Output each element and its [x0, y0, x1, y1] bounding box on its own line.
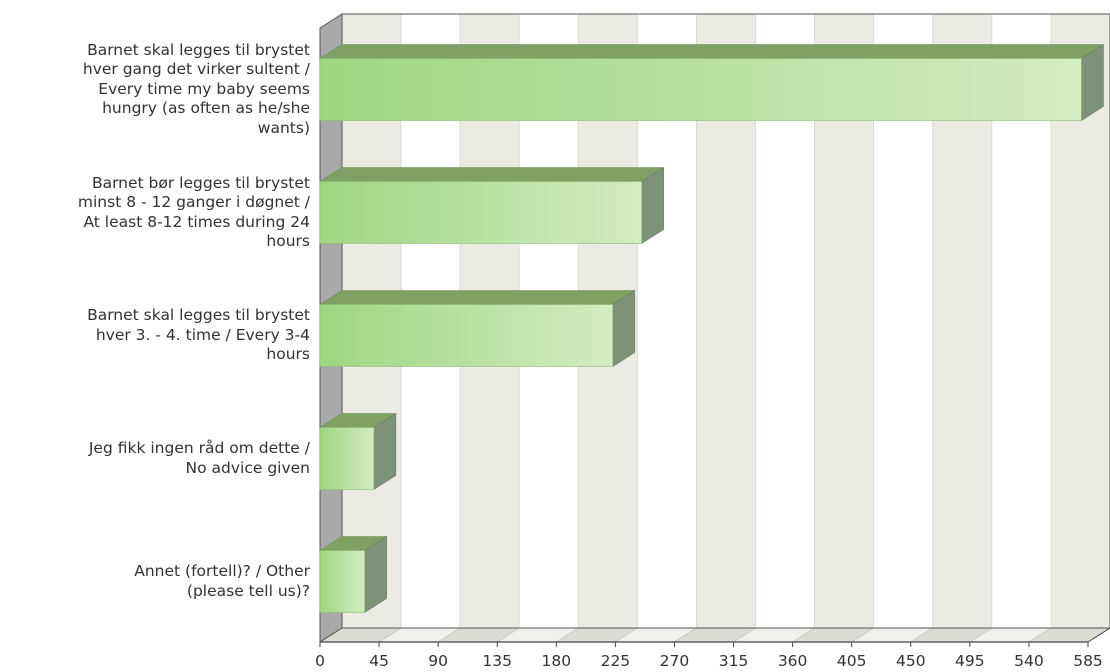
category-label: Barnet skal legges til brystet hver gang…: [82, 40, 310, 137]
bar: [319, 304, 614, 367]
x-axis-end: [1087, 627, 1110, 643]
bar: [319, 58, 1082, 121]
x-tick-label: 315: [719, 652, 749, 670]
x-tick-label: 180: [542, 652, 572, 670]
x-tick-label: 225: [601, 652, 631, 670]
bar-top: [318, 290, 636, 305]
x-tick-label: 585: [1073, 652, 1103, 670]
bar-top: [318, 44, 1105, 59]
x-tick-label: 135: [482, 652, 512, 670]
x-tick-label: 405: [837, 652, 867, 670]
category-label: Jeg fikk ingen råd om dette / No advice …: [88, 439, 310, 477]
category-label: Barnet bør legges til brystet minst 8 - …: [77, 173, 310, 251]
category-label: Annet (fortell)? / Other (please tell us…: [134, 562, 310, 600]
x-tick-label: 450: [896, 652, 926, 670]
x-tick-label: 540: [1014, 652, 1044, 670]
bar: [319, 427, 375, 490]
x-tick-label: 90: [428, 652, 448, 670]
category-label: Barnet skal legges til brystet hver 3. -…: [87, 306, 310, 364]
x-tick-label: 360: [778, 652, 808, 670]
x-tick-label: 45: [369, 652, 389, 670]
x-tick-label: 0: [315, 652, 325, 670]
bar-top: [318, 167, 665, 182]
bar: [319, 550, 365, 613]
x-tick-label: 495: [955, 652, 985, 670]
x-tick-label: 270: [660, 652, 690, 670]
bar: [319, 181, 642, 244]
